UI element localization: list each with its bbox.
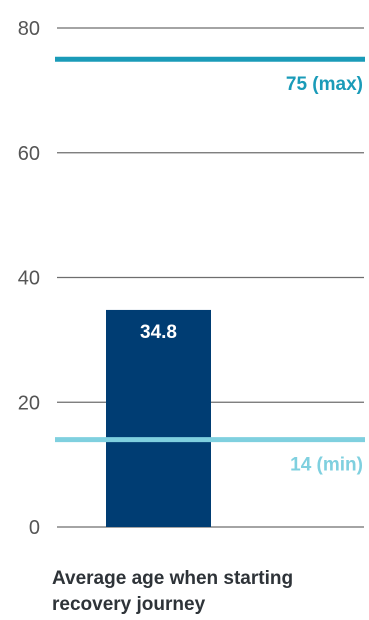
- y-tick-label-60: 60: [18, 143, 40, 165]
- y-tick-label-40: 40: [18, 268, 40, 290]
- bar-value-label-0: 34.8: [140, 322, 177, 343]
- y-tick-label-80: 80: [18, 18, 40, 40]
- x-axis-label: Average age when starting recovery journ…: [52, 568, 294, 615]
- y-tick-label-20: 20: [18, 392, 40, 414]
- bar-0: [106, 309, 211, 527]
- reference-line-label-0: 75 (max): [286, 74, 363, 95]
- y-tick-label-0: 0: [29, 517, 40, 539]
- reference-line-label-1: 14 (min): [290, 455, 363, 476]
